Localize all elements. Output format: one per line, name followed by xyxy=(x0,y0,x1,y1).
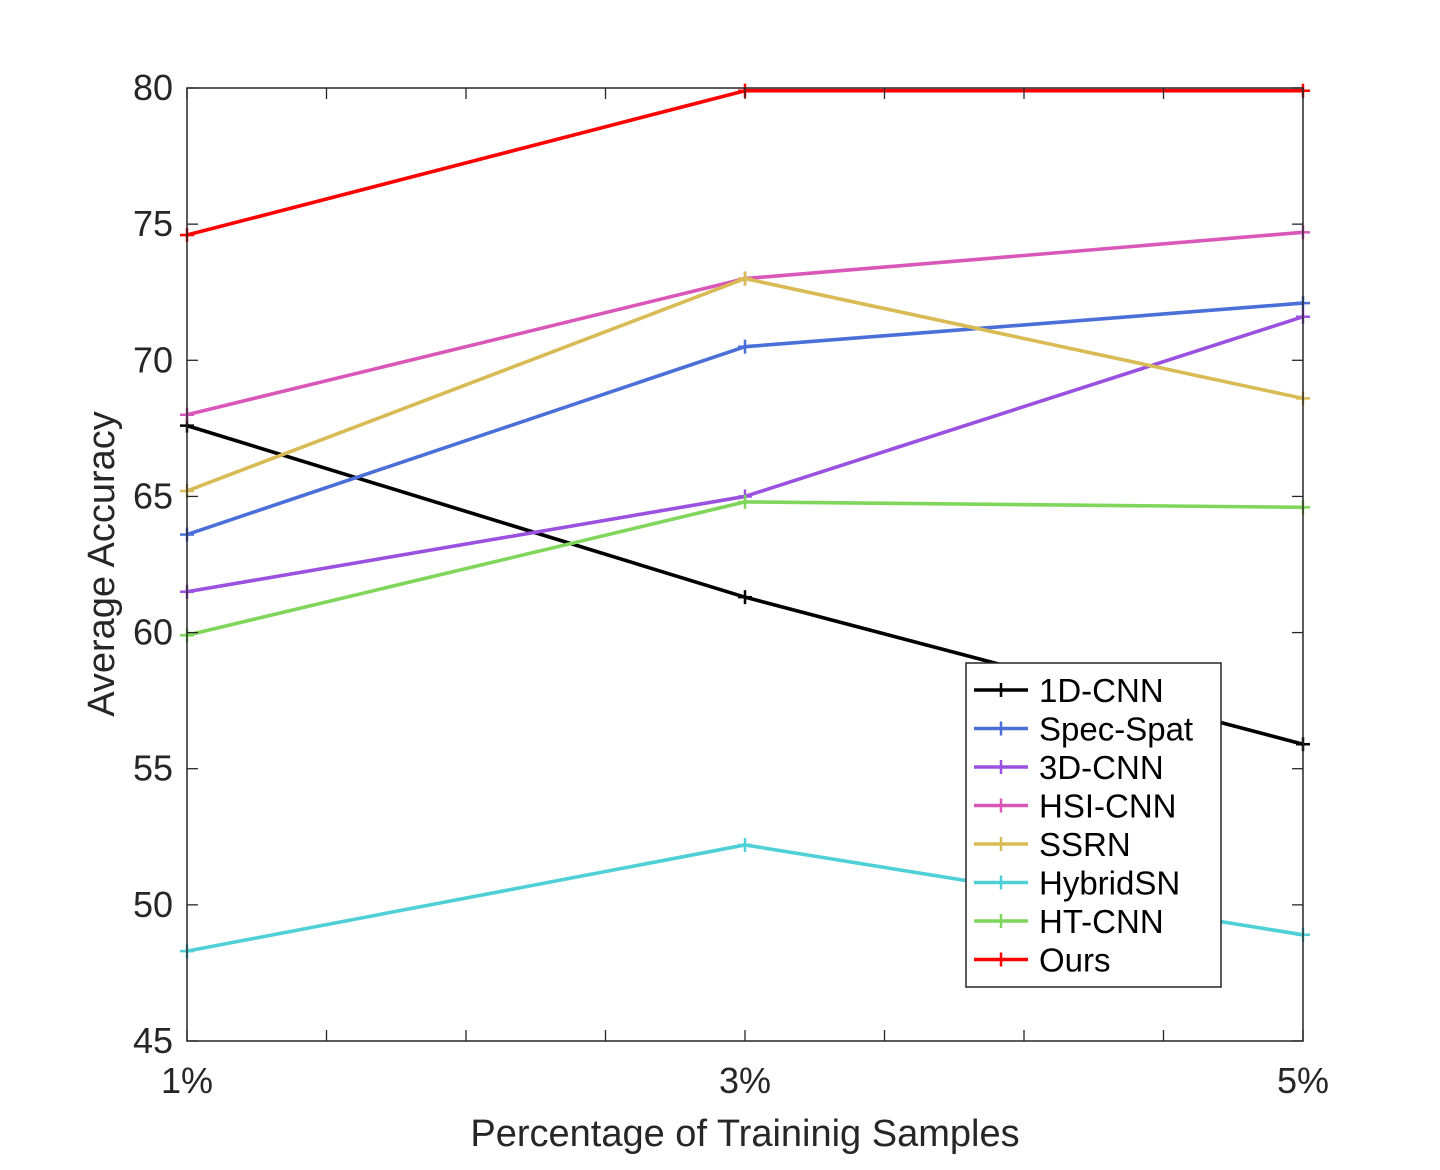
y-tick-label: 65 xyxy=(133,475,173,516)
x-tick-label: 1% xyxy=(161,1060,213,1101)
legend-label-3d-cnn: 3D-CNN xyxy=(1039,749,1164,786)
legend-box xyxy=(965,662,1222,988)
y-tick-label: 45 xyxy=(133,1020,173,1061)
y-tick-label: 55 xyxy=(133,748,173,789)
x-tick-label: 3% xyxy=(719,1060,771,1101)
y-tick-label: 70 xyxy=(133,339,173,380)
legend-label-hybridsn: HybridSN xyxy=(1039,865,1180,902)
x-tick-label: 5% xyxy=(1277,1060,1329,1101)
y-tick-label: 60 xyxy=(133,612,173,653)
legend-label-spec-spat: Spec-Spat xyxy=(1039,711,1193,748)
legend-label-hsi-cnn: HSI-CNN xyxy=(1039,788,1177,825)
x-axis-label: Percentage of Traininig Samples xyxy=(470,1113,1019,1155)
axes-box xyxy=(186,87,1304,1042)
y-axis-label: Average Accuracy xyxy=(81,411,123,717)
legend-label-ht-cnn: HT-CNN xyxy=(1039,903,1164,940)
y-tick-label: 75 xyxy=(133,203,173,244)
y-tick-label: 80 xyxy=(133,67,173,108)
legend-label-ours: Ours xyxy=(1039,942,1111,979)
y-tick-label: 50 xyxy=(133,884,173,925)
legend: 1D-CNNSpec-Spat3D-CNNHSI-CNNSSRNHybridSN… xyxy=(965,662,1222,988)
legend-label-1d-cnn: 1D-CNN xyxy=(1039,672,1164,709)
axes: 45 50 55 60 65 70 75 80 1% 3% 5% xyxy=(133,67,1329,1101)
legend-label-ssrn: SSRN xyxy=(1039,826,1131,863)
